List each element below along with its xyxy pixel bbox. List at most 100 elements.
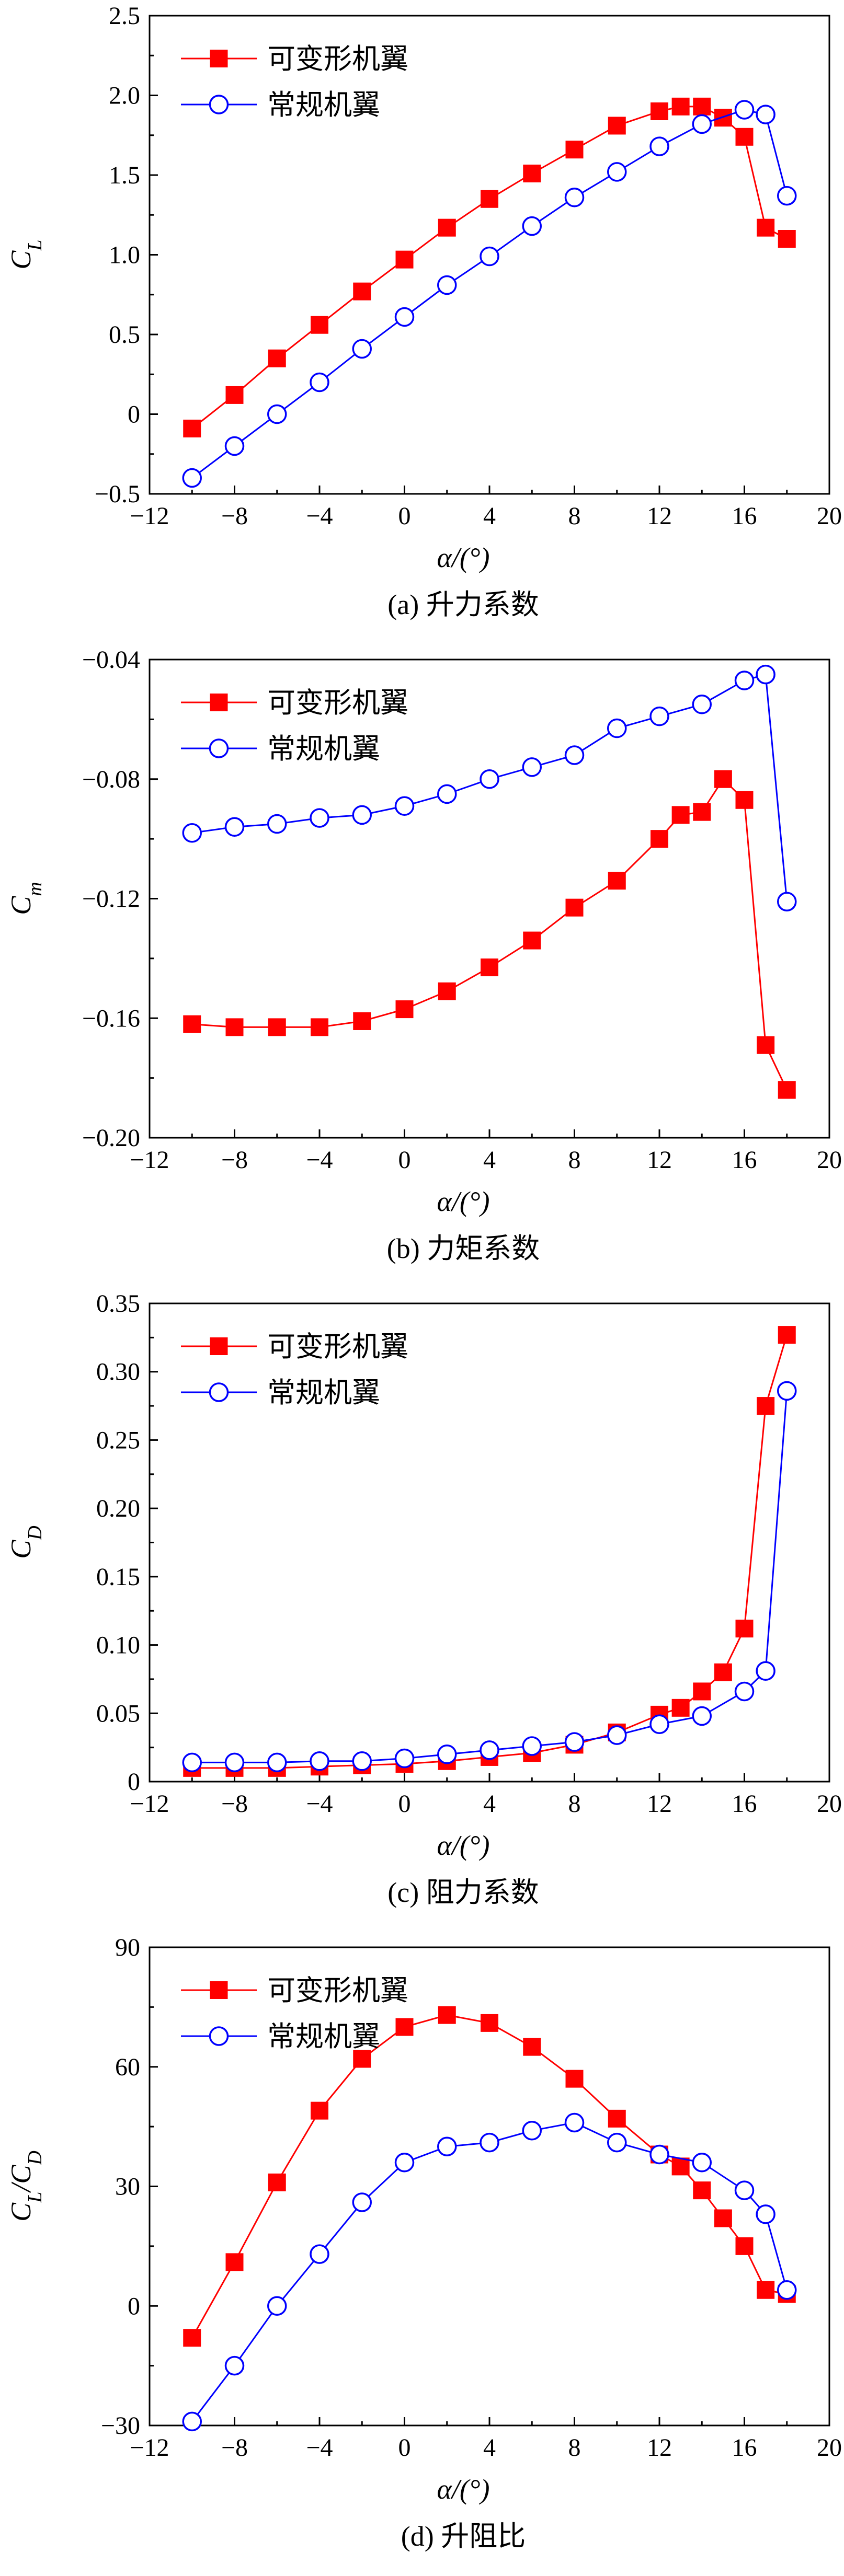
data-point <box>183 2329 201 2347</box>
legend-item: 可变形机翼 <box>181 1975 408 2006</box>
x-tick-label: −8 <box>221 2434 248 2462</box>
data-point <box>778 1326 796 1344</box>
y-tick-label: −0.5 <box>95 480 140 508</box>
y-tick-label: −0.12 <box>82 885 140 913</box>
data-point <box>777 1381 797 1401</box>
data-point <box>267 1752 287 1773</box>
data-point <box>649 136 669 156</box>
legend-item: 常规机翼 <box>181 733 380 765</box>
x-axis-title: α/(°) <box>437 542 490 573</box>
data-point <box>693 2181 711 2200</box>
data-point <box>481 958 498 977</box>
y-tick-label: 1.5 <box>109 161 140 189</box>
legend-item: 常规机翼 <box>181 2021 380 2052</box>
data-point <box>607 718 627 738</box>
y-tick-label: −0.16 <box>82 1004 140 1032</box>
legend-item: 常规机翼 <box>181 89 380 121</box>
y-tick-label: 60 <box>115 2053 140 2081</box>
data-point <box>608 872 626 890</box>
data-point <box>693 97 711 115</box>
y-axis-title: CL/CD <box>5 2151 46 2222</box>
x-tick-label: −8 <box>221 1146 248 1174</box>
data-point <box>734 1681 755 1702</box>
data-point <box>564 187 585 207</box>
legend-item: 常规机翼 <box>181 1377 380 1408</box>
axis-ticks <box>149 15 830 495</box>
data-point <box>523 2038 541 2056</box>
y-tick-label: 0.15 <box>96 1563 140 1591</box>
data-point <box>607 162 627 182</box>
data-point <box>311 1018 328 1036</box>
axis-tick-labels: −12 −8 −4 0 4 8 12 16 20 −30 0 30 60 90 <box>101 1934 842 2462</box>
panel-caption: (c) 阻力系数 <box>387 1877 539 1908</box>
legend-marker <box>210 1337 228 1355</box>
panel-caption: (d) 升阻比 <box>401 2521 526 2552</box>
data-point <box>182 468 202 488</box>
panel-lift-coefficient: −12 −8 −4 0 4 8 12 16 20 −0.5 0 0.5 1.0 1.5 2.0 2.5 可变形… <box>5 2 842 620</box>
axis-tick-labels: −12 −8 −4 0 4 8 12 16 20 −0.5 0 0.5 1.0 1.5 2.0 2.5 <box>95 2 842 530</box>
x-tick-label: 12 <box>647 2434 672 2462</box>
legend-label: 常规机翼 <box>267 2021 380 2052</box>
data-point <box>438 218 456 237</box>
x-tick-label: 4 <box>483 2434 496 2462</box>
x-tick-label: −4 <box>306 502 333 530</box>
data-point <box>735 2237 754 2255</box>
legend-label: 可变形机翼 <box>267 1331 408 1362</box>
data-point <box>671 2157 690 2176</box>
y-tick-label: −0.04 <box>82 646 140 674</box>
data-point <box>267 2296 287 2316</box>
data-point <box>607 1725 627 1745</box>
data-point <box>671 806 690 824</box>
series-layer <box>182 2006 797 2432</box>
data-point <box>268 349 286 367</box>
data-point <box>480 1740 499 1760</box>
data-point <box>777 186 797 206</box>
panel-drag-coefficient: −12 −8 −4 0 4 8 12 16 20 0 0.05 0.10 0.15 0.20 0.25 0.3… <box>5 1290 842 1908</box>
data-point <box>692 695 712 714</box>
x-tick-label: −12 <box>130 2434 169 2462</box>
data-point <box>268 2173 286 2191</box>
y-tick-label: 0.35 <box>96 1290 140 1318</box>
plot-frame <box>149 659 830 1139</box>
data-point <box>267 814 287 834</box>
data-point <box>352 805 372 825</box>
data-point <box>692 114 712 134</box>
data-point <box>607 2132 627 2153</box>
y-tick-label: −0.08 <box>82 766 140 793</box>
data-point <box>692 2153 712 2173</box>
data-point <box>224 1752 245 1773</box>
data-point <box>671 97 690 115</box>
data-point <box>437 1744 457 1764</box>
data-point <box>565 2070 584 2088</box>
x-tick-label: 4 <box>483 502 496 530</box>
legend-marker <box>209 95 229 114</box>
data-point <box>714 1663 732 1681</box>
x-tick-label: 8 <box>568 2434 581 2462</box>
y-tick-label: 2.5 <box>109 2 140 30</box>
y-tick-label: 0.10 <box>96 1632 140 1659</box>
x-tick-label: −4 <box>306 1790 333 1818</box>
series-line <box>192 1391 788 1763</box>
y-axis-title-subscript: L <box>24 2192 46 2203</box>
data-point <box>564 1732 585 1752</box>
series-line <box>191 109 788 479</box>
data-point <box>735 1620 754 1638</box>
data-point <box>693 1682 711 1701</box>
data-point <box>481 190 498 208</box>
data-point <box>225 1018 244 1036</box>
data-point <box>225 2253 244 2271</box>
data-point <box>565 141 584 159</box>
data-point <box>692 1706 712 1726</box>
data-point <box>757 1397 775 1415</box>
y-tick-label: 0 <box>128 1768 140 1796</box>
data-point <box>671 1699 690 1717</box>
series-conventional-wing <box>182 1381 797 1773</box>
x-tick-label: 16 <box>732 502 757 530</box>
y-tick-label: 0 <box>128 401 140 429</box>
data-point <box>564 2112 585 2133</box>
data-point <box>394 2153 415 2173</box>
